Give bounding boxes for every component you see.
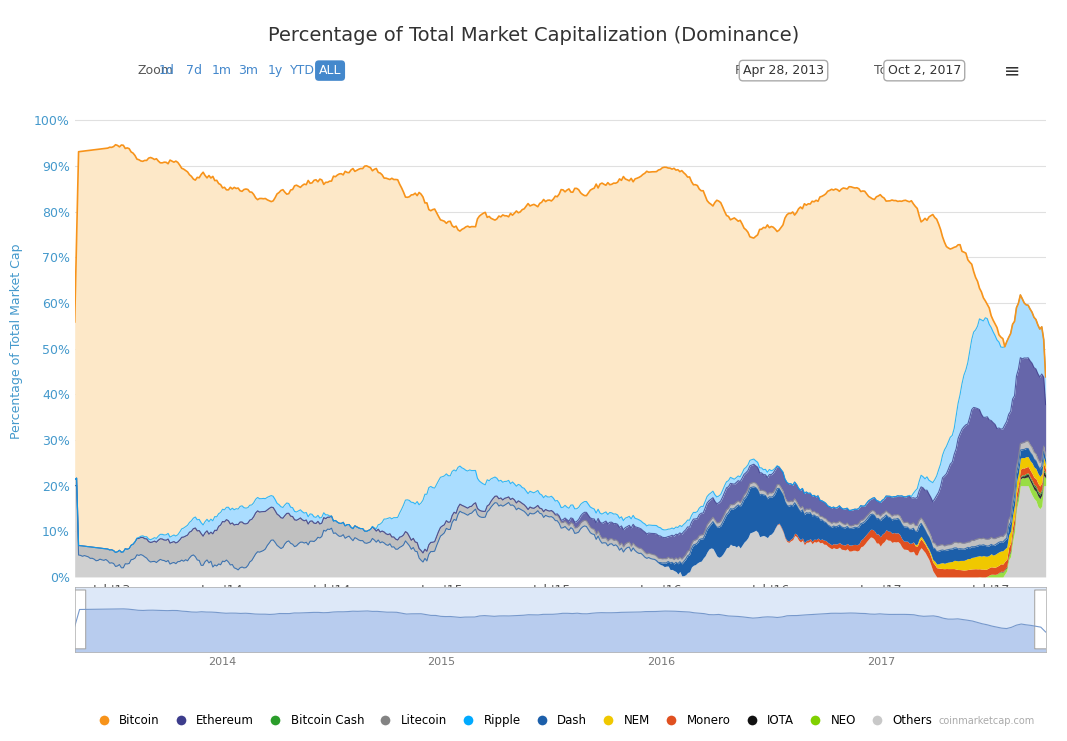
Text: To: To (874, 64, 888, 77)
Text: 3m: 3m (239, 64, 258, 77)
Text: ALL: ALL (319, 64, 341, 77)
FancyBboxPatch shape (73, 590, 85, 649)
Text: 1d: 1d (159, 64, 175, 77)
Text: 1y: 1y (268, 64, 284, 77)
Text: Zoom: Zoom (138, 64, 174, 77)
Text: coinmarketcap.com: coinmarketcap.com (939, 717, 1035, 726)
Text: Percentage of Total Market Capitalization (Dominance): Percentage of Total Market Capitalizatio… (268, 26, 799, 45)
Text: 1m: 1m (211, 64, 232, 77)
Legend: Bitcoin, Ethereum, Bitcoin Cash, Litecoin, Ripple, Dash, NEM, Monero, IOTA, NEO,: Bitcoin, Ethereum, Bitcoin Cash, Litecoi… (87, 709, 937, 731)
Text: YTD: YTD (290, 64, 316, 77)
Text: From: From (735, 64, 766, 77)
Text: 7d: 7d (186, 64, 202, 77)
Y-axis label: Percentage of Total Market Cap: Percentage of Total Market Cap (10, 244, 22, 439)
Text: Oct 2, 2017: Oct 2, 2017 (888, 64, 961, 77)
FancyBboxPatch shape (1035, 590, 1048, 649)
Text: ≡: ≡ (1003, 61, 1020, 80)
Text: Apr 28, 2013: Apr 28, 2013 (743, 64, 824, 77)
